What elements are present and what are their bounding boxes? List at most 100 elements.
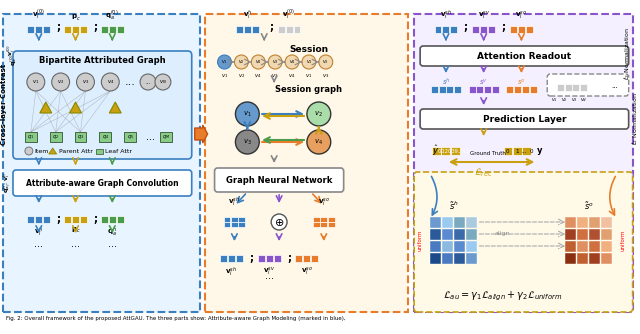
Bar <box>480 25 487 32</box>
Circle shape <box>271 214 287 230</box>
Text: Ground Truth: Ground Truth <box>470 151 506 156</box>
Text: $v_2$: $v_2$ <box>314 110 323 119</box>
Text: $v_3$: $v_3$ <box>272 58 278 66</box>
Text: $\mathbf{v}_i^{sh}$: $\mathbf{v}_i^{sh}$ <box>228 196 241 209</box>
Text: $\mathcal{L}_{au} = \gamma_1 \mathcal{L}_{align} + \gamma_2 \mathcal{L}_{uniform: $\mathcal{L}_{au} = \gamma_1 \mathcal{L}… <box>443 289 562 303</box>
Bar <box>476 86 483 93</box>
Bar <box>116 215 124 222</box>
Text: ;: ; <box>502 22 506 32</box>
Text: $v_1$: $v_1$ <box>32 78 40 86</box>
Text: $v_1$: $v_1$ <box>243 110 252 119</box>
Text: $v_N$: $v_N$ <box>580 96 588 104</box>
Bar <box>454 241 465 252</box>
Text: ;: ; <box>57 22 61 32</box>
Bar <box>442 25 449 32</box>
Text: Bipartite Attributed Graph: Bipartite Attributed Graph <box>39 56 166 65</box>
Bar <box>466 253 477 264</box>
Text: $\mathbf{q}_{a_i}^h$; $\mathbf{v}_i^h$: $\mathbf{q}_{a_i}^h$; $\mathbf{v}_i^h$ <box>1 171 13 192</box>
Bar <box>454 253 465 264</box>
Bar <box>484 86 491 93</box>
Circle shape <box>302 55 316 69</box>
Text: ;: ; <box>250 253 253 263</box>
Bar <box>601 241 612 252</box>
Circle shape <box>101 73 119 91</box>
Text: ...: ... <box>457 149 463 154</box>
Text: $\ell_2$ Normalization: $\ell_2$ Normalization <box>621 28 632 80</box>
Bar <box>101 215 108 222</box>
Bar <box>231 217 238 222</box>
Text: $s^o$: $s^o$ <box>517 77 526 87</box>
Bar <box>580 84 587 91</box>
Bar <box>442 217 453 228</box>
Text: $v_3$: $v_3$ <box>323 58 329 66</box>
Bar <box>72 215 79 222</box>
Text: $v_1$: $v_1$ <box>305 72 312 80</box>
Bar <box>223 222 230 227</box>
Bar <box>466 229 477 240</box>
Text: ...: ... <box>125 77 136 87</box>
Bar <box>526 25 533 32</box>
FancyBboxPatch shape <box>414 172 632 312</box>
Bar <box>109 215 116 222</box>
Bar <box>589 229 600 240</box>
Bar <box>513 147 522 155</box>
Text: Leaf Attr: Leaf Attr <box>106 149 132 154</box>
Bar <box>468 86 476 93</box>
Text: $\mathbf{v}_i^{sv}$: $\mathbf{v}_i^{sv}$ <box>263 266 275 278</box>
Bar <box>564 84 572 91</box>
Bar <box>294 25 300 32</box>
Bar <box>522 147 531 155</box>
Bar <box>414 14 632 312</box>
Bar <box>565 217 576 228</box>
Bar <box>430 253 441 264</box>
Text: ;: ; <box>57 214 61 224</box>
Circle shape <box>236 130 259 154</box>
Text: $v_1$: $v_1$ <box>221 72 228 80</box>
Bar <box>303 255 310 262</box>
Bar <box>514 86 521 93</box>
Text: $v_1$: $v_1$ <box>551 96 557 104</box>
Bar <box>313 217 320 222</box>
Bar <box>601 253 612 264</box>
Bar <box>72 25 79 32</box>
Bar <box>205 14 408 312</box>
Polygon shape <box>40 102 52 113</box>
Text: Prediction Layer: Prediction Layer <box>483 115 566 124</box>
Bar <box>238 222 245 227</box>
Text: $\mathbf{v}_i^h$: $\mathbf{v}_i^h$ <box>34 226 44 239</box>
Text: $v_3$: $v_3$ <box>571 96 577 104</box>
Bar <box>589 217 600 228</box>
Bar <box>446 86 453 93</box>
Text: $v_4$: $v_4$ <box>255 58 262 66</box>
Text: $\mathbf{v}_i^{so}$: $\mathbf{v}_i^{so}$ <box>301 266 313 278</box>
Bar <box>313 222 320 227</box>
Bar <box>451 147 460 155</box>
Bar <box>116 25 124 32</box>
Bar <box>97 149 103 154</box>
Text: $q_M$: $q_M$ <box>162 133 170 141</box>
Bar <box>589 241 600 252</box>
FancyArrow shape <box>195 125 207 143</box>
Bar <box>506 86 513 93</box>
Bar <box>454 86 461 93</box>
Bar <box>492 86 499 93</box>
Text: ;: ; <box>464 22 468 32</box>
Circle shape <box>234 55 248 69</box>
Bar <box>296 255 303 262</box>
Bar <box>99 132 111 142</box>
Text: Parent Attr: Parent Attr <box>59 149 93 154</box>
Bar <box>50 132 61 142</box>
Circle shape <box>25 147 33 155</box>
Text: ...: ... <box>145 79 150 85</box>
Circle shape <box>140 74 156 90</box>
Bar <box>430 241 441 252</box>
Bar <box>601 229 612 240</box>
Text: $\mathbf{p}_c^{}$: $\mathbf{p}_c^{}$ <box>70 12 81 22</box>
FancyBboxPatch shape <box>214 168 344 192</box>
Text: $\mathbf{p}_c$: $\mathbf{p}_c$ <box>70 226 81 235</box>
Bar <box>252 25 259 32</box>
Bar <box>228 255 235 262</box>
Circle shape <box>307 130 331 154</box>
Text: $s^v$: $s^v$ <box>479 77 488 87</box>
Bar <box>442 229 453 240</box>
